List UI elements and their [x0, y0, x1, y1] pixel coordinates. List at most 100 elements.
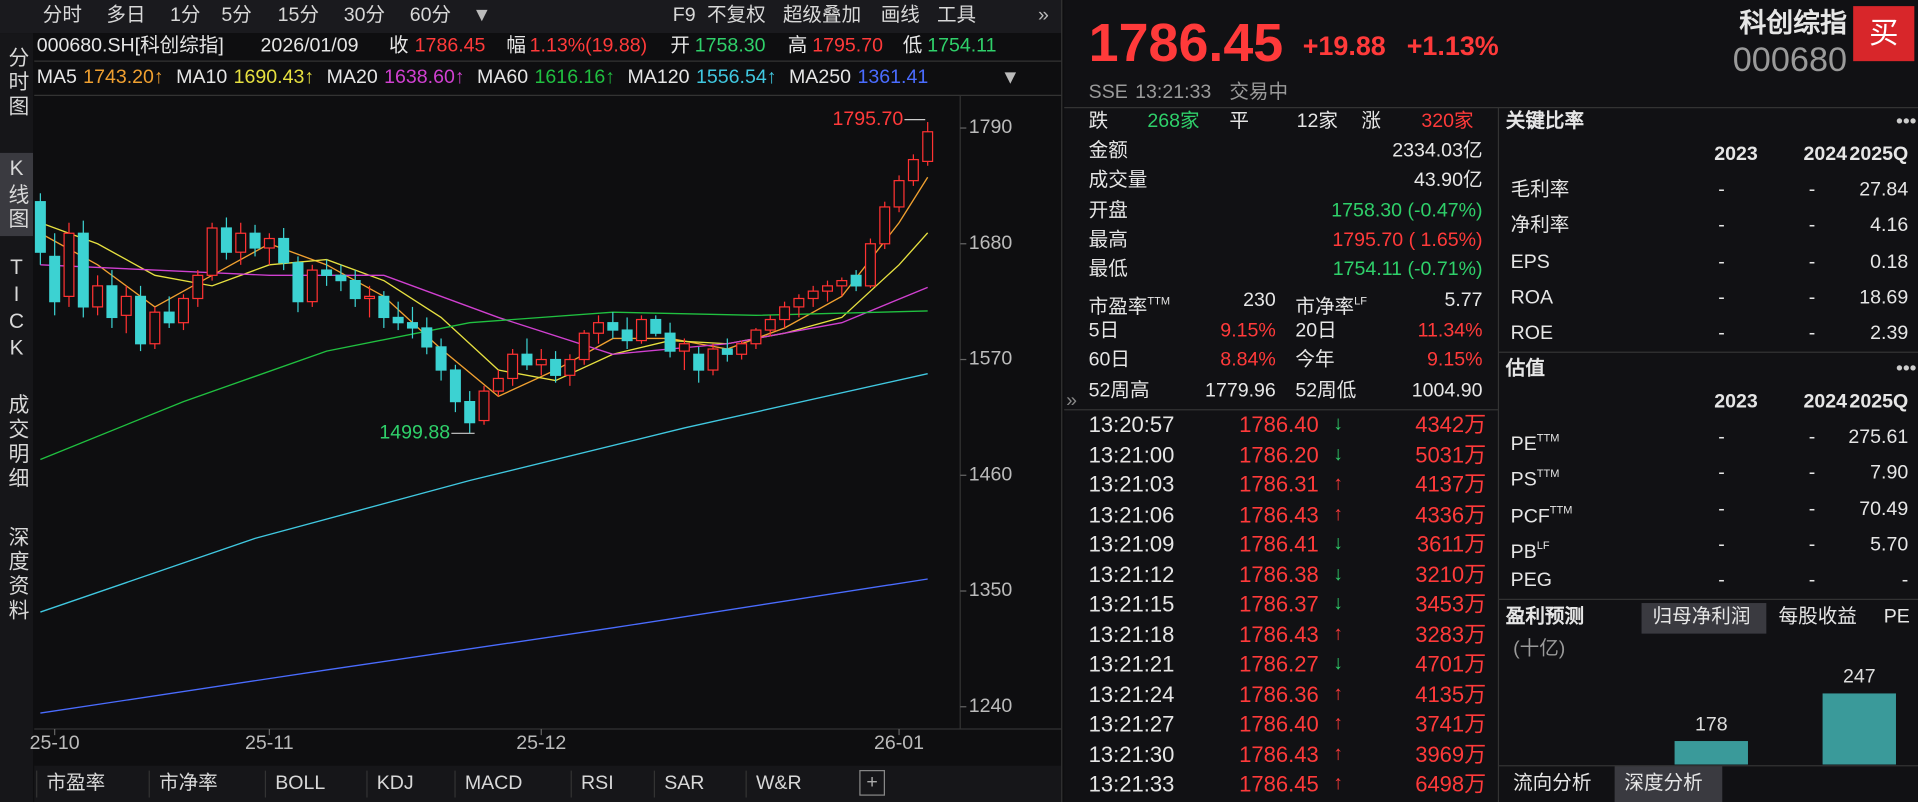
side-tab[interactable]: 分时图 [4, 45, 29, 120]
superscript: TTM [1536, 431, 1560, 445]
tabbar-bg [34, 765, 1062, 802]
ma-line [40, 264, 928, 355]
metric-label: 今年 [1295, 349, 1335, 371]
candle-body [464, 401, 476, 424]
tool-button[interactable]: 画线 [880, 4, 920, 26]
side-tab[interactable]: 成交明细 [4, 393, 29, 492]
add-tab-icon[interactable] [859, 770, 885, 796]
indicator-tab[interactable]: W&R [755, 773, 802, 794]
tab-active [1641, 603, 1767, 634]
right-bg [1064, 0, 1918, 802]
candle-body [836, 279, 848, 287]
x-tick-label: 26-01 [874, 732, 924, 754]
tick-time: 13:21:24 [1088, 681, 1175, 707]
tick-amount: 3969万 [1415, 741, 1487, 767]
tick-amount: 3283万 [1415, 622, 1487, 647]
row-value: - [1808, 287, 1816, 309]
info-date: 2026/01/09 [260, 35, 359, 57]
ma-line [40, 578, 928, 714]
tick-time: 13:21:21 [1088, 651, 1175, 677]
tool-button[interactable]: F9 [672, 4, 696, 26]
candle-body [449, 369, 461, 403]
indicator-tab[interactable]: RSI [581, 773, 614, 794]
side-tab[interactable]: TICK [4, 255, 29, 363]
more-icon[interactable]: ••• [1896, 358, 1917, 380]
row-value: - [1718, 287, 1725, 309]
stat-label: 最高 [1088, 229, 1128, 251]
tool-button[interactable]: 工具 [936, 4, 977, 26]
tick-time: 13:21:30 [1088, 741, 1175, 767]
year-header: 2024 [1803, 391, 1848, 413]
tick-time: 13:21:09 [1088, 532, 1175, 557]
forecast-tab[interactable]: 每股收益 [1778, 606, 1857, 628]
stat-value: 43.90亿 [1413, 170, 1483, 192]
tick-direction-icon: ↓ [1333, 593, 1344, 615]
period-tab[interactable]: 60分 [409, 4, 452, 26]
indicator-tab[interactable]: MACD [464, 773, 523, 794]
tick-price: 1786.40 [1239, 412, 1319, 437]
side-tab[interactable]: K线图 [4, 156, 29, 233]
side-tab[interactable]: 深度资料 [4, 525, 29, 624]
expand-icon[interactable]: » [1038, 4, 1049, 26]
metric-value: 230 [1243, 289, 1276, 311]
candle-body [392, 316, 404, 324]
indicator-tab[interactable]: KDJ [376, 773, 414, 794]
metric-value: 9.15% [1427, 349, 1483, 371]
bottom-tab[interactable]: 流向分析 [1513, 773, 1592, 794]
tick-amount: 3453万 [1415, 592, 1487, 617]
candle-body [177, 297, 189, 324]
period-tab[interactable]: 1分 [170, 4, 201, 26]
tick-time: 13:21:00 [1088, 442, 1175, 467]
period-tab[interactable]: 分时 [42, 4, 82, 26]
candle-body [406, 322, 418, 329]
more-icon[interactable]: ••• [1896, 110, 1917, 132]
forecast-tab[interactable]: PE [1883, 606, 1910, 628]
superscript: LF [1354, 294, 1367, 308]
period-tab[interactable]: 5分 [221, 4, 252, 26]
indicator-tab[interactable]: 市净率 [159, 773, 218, 794]
tool-button[interactable]: 超级叠加 [782, 4, 862, 26]
indicator-tab[interactable]: 市盈率 [46, 773, 106, 794]
indicator-tab[interactable]: BOLL [275, 773, 326, 794]
metric-label: 52周低 [1295, 379, 1357, 401]
tick-time: 13:21:18 [1088, 622, 1175, 647]
metric-label: 市净率LF [1295, 289, 1367, 321]
row-label: ROA [1510, 287, 1554, 309]
dropdown-icon: ▼ [1001, 66, 1020, 88]
label-text: PCF [1510, 505, 1550, 527]
collapse-icon[interactable]: » [1066, 389, 1077, 411]
row-label: PSTTM [1511, 462, 1560, 494]
period-tab[interactable]: 15分 [277, 4, 320, 26]
row-value: 27.84 [1859, 179, 1909, 201]
dropdown-icon[interactable]: ▼ [472, 4, 491, 26]
time: 13:21:33 [1135, 81, 1212, 103]
tick-direction-icon: ↑ [1333, 473, 1344, 495]
period-tab[interactable]: 多日 [106, 4, 146, 26]
candle-body [435, 346, 447, 371]
row-value: 2.39 [1870, 323, 1909, 344]
metric-label: 5日 [1088, 319, 1120, 341]
unit: (十亿) [1513, 638, 1566, 660]
buy-bg[interactable] [1853, 6, 1915, 62]
indicator-tab[interactable]: SAR [664, 773, 705, 794]
breadth-label: 平 [1229, 111, 1249, 133]
candle-body [63, 232, 75, 298]
year-header: 2023 [1714, 144, 1758, 166]
tick-time: 13:21:27 [1088, 711, 1175, 737]
period-tab[interactable]: 30分 [343, 4, 386, 26]
candle-body [521, 353, 533, 366]
tick-direction-icon: ↓ [1333, 563, 1344, 585]
forecast-bar [1674, 741, 1748, 765]
bottom-tab[interactable]: 深度分析 [1624, 773, 1703, 794]
buy-button[interactable]: 买 [1869, 17, 1899, 51]
tick-direction-icon: ↑ [1333, 683, 1344, 704]
y-tick-label: 1460 [969, 463, 1013, 485]
row-value: - [1808, 498, 1816, 520]
ma-line [40, 310, 928, 461]
add-tab-icon[interactable]: + [866, 771, 877, 793]
tool-button[interactable]: 不复权 [707, 4, 766, 26]
candle-body [292, 262, 304, 303]
info-close: 1786.45 [414, 35, 486, 57]
forecast-tab[interactable]: 归母净利润 [1652, 606, 1751, 628]
